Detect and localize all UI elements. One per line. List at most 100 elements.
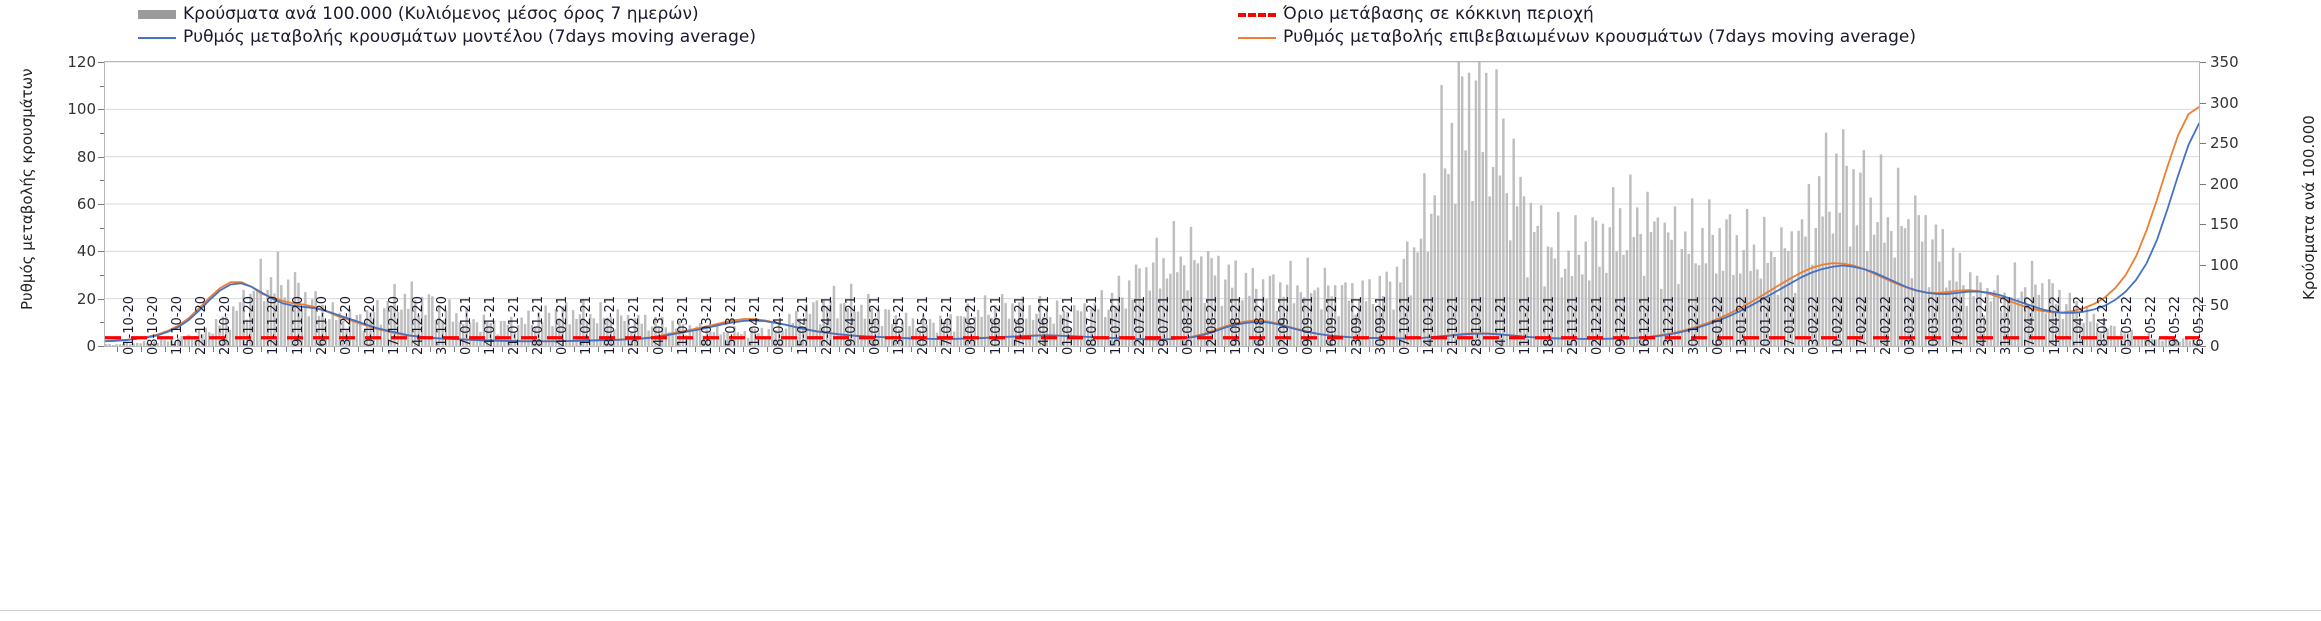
x-axis-tick-mark	[1729, 347, 1731, 352]
y-axis-left-minor-tick	[100, 227, 104, 229]
x-axis-tick-mark	[117, 347, 119, 352]
y-axis-right-tick-label: 300	[2210, 93, 2239, 112]
x-axis-tick-label: 01-10-20	[122, 295, 138, 355]
x-axis-tick-label: 19-11-20	[290, 295, 306, 355]
x-axis-tick-label: 29-07-21	[1157, 295, 1172, 355]
x-axis-tick-label: 21-01-21	[507, 295, 523, 355]
x-axis-tick-label: 03-02-22	[1806, 295, 1822, 355]
x-axis-tick-label: 09-09-21	[1301, 295, 1317, 355]
x-axis-tick-mark	[815, 347, 817, 352]
legend-item-cases-per-100k[interactable]: Κρούσματα ανά 100.000 (Κυλιόμενος μέσος …	[138, 6, 699, 23]
x-axis-tick-label: 17-02-22	[1855, 295, 1870, 355]
y-axis-left-minor-tick	[100, 275, 104, 276]
legend-item-confirmed-rate[interactable]: Ρυθμός μεταβολής επιβεβαιωμένων κρουσμάτ…	[1238, 29, 1916, 46]
y-axis-right-tick-mark	[2200, 264, 2206, 266]
x-axis-tick-mark	[1801, 347, 1803, 352]
x-axis-tick-mark	[1488, 347, 1490, 352]
x-axis-tick-label: 15-10-20	[170, 295, 186, 355]
x-axis-tick-mark	[1705, 347, 1707, 352]
y-axis-right-tick-mark	[2200, 143, 2206, 145]
y-axis-right-tick-label: 0	[2210, 337, 2220, 355]
x-axis-tick-mark	[2186, 347, 2188, 352]
x-axis-tick-mark	[1320, 347, 1322, 352]
legend-item-red-threshold[interactable]: Όριο μετάβασης σε κόκκινη περιοχή	[1238, 6, 1594, 23]
x-axis-tick-label: 03-12-20	[338, 295, 354, 355]
x-axis-tick-label: 08-10-20	[146, 295, 162, 355]
x-axis-tick-label: 29-04-21	[844, 295, 860, 355]
x-axis-tick-mark	[1200, 347, 1202, 352]
x-axis-tick-mark	[983, 347, 985, 352]
x-axis-tick-mark	[502, 347, 504, 352]
x-axis-tick-label: 14-04-22	[2047, 295, 2063, 355]
x-axis-tick-mark	[935, 347, 937, 352]
x-axis-tick-mark	[1272, 347, 1274, 352]
y-axis-left-tick-label: 120	[67, 53, 96, 71]
x-axis-tick-mark	[2114, 347, 2116, 352]
x-axis-tick-label: 07-01-21	[459, 295, 474, 355]
x-axis-tick-label: 11-11-21	[1518, 295, 1534, 355]
x-axis-tick-mark	[526, 347, 528, 352]
x-axis-tick-label: 12-11-20	[266, 295, 282, 355]
x-axis-tick-label: 09-12-21	[1614, 295, 1630, 355]
x-axis-tick-label: 28-04-22	[2095, 295, 2111, 355]
x-axis-tick-label: 15-07-21	[1108, 295, 1124, 355]
legend-item-model-rate[interactable]: Ρυθμός μεταβολής κρουσμάτων μοντέλου (7d…	[138, 29, 756, 46]
x-axis-tick-mark	[1152, 347, 1153, 352]
x-axis-tick-mark	[1103, 347, 1105, 352]
x-axis-tick-label: 30-09-21	[1373, 295, 1389, 355]
x-axis-tick-label: 08-04-21	[771, 295, 787, 355]
x-axis-tick-mark	[429, 347, 431, 352]
x-axis-tick-mark	[381, 347, 383, 352]
x-axis-tick-mark	[333, 347, 335, 352]
x-axis-tick-mark	[1007, 347, 1009, 352]
x-axis-tick-mark	[261, 347, 263, 352]
x-axis-tick-mark	[574, 347, 576, 352]
x-axis-tick-mark	[1127, 347, 1129, 352]
x-axis-tick-mark	[1657, 347, 1659, 352]
chart-canvas	[105, 62, 2199, 346]
legend-item-label: Ρυθμός μεταβολής επιβεβαιωμένων κρουσμάτ…	[1283, 27, 1917, 47]
x-axis-tick-mark	[1368, 347, 1370, 352]
x-axis-tick-mark	[1440, 347, 1442, 352]
x-axis-tick-mark	[1031, 347, 1033, 352]
x-axis-tick-mark	[1296, 347, 1298, 352]
x-axis-tick-mark	[1681, 347, 1683, 352]
y-axis-left-tick-mark	[98, 204, 104, 205]
x-axis-tick-label: 05-08-21	[1181, 295, 1197, 355]
x-axis-tick-label: 05-05-22	[2119, 295, 2135, 355]
legend-item-label: Όριο μετάβασης σε κόκκινη περιοχή	[1283, 4, 1594, 24]
x-axis-tick-label: 20-05-21	[916, 295, 932, 355]
x-axis-tick-mark	[2138, 347, 2140, 352]
x-axis-tick-mark	[1946, 347, 1948, 352]
x-axis-tick-label: 12-08-21	[1205, 295, 1221, 355]
x-axis-tick-label: 11-02-21	[579, 295, 595, 355]
x-axis-tick-mark	[1874, 347, 1876, 352]
legend-item-label: Ρυθμός μεταβολής κρουσμάτων μοντέλου (7d…	[183, 27, 756, 47]
x-axis-tick-label: 11-03-21	[675, 295, 691, 355]
x-axis-tick-mark	[478, 347, 480, 352]
x-axis-tick-label: 02-12-21	[1590, 295, 1606, 355]
x-axis-tick-label: 29-10-20	[218, 295, 234, 355]
y-axis-left-tick-label: 60	[76, 195, 96, 213]
bar-series	[105, 62, 2199, 346]
x-axis-tick-mark	[766, 347, 768, 352]
x-axis-tick-label: 19-05-22	[2167, 295, 2183, 355]
x-axis-tick-label: 27-05-21	[940, 295, 956, 355]
y-axis-left-tick-mark	[98, 298, 104, 300]
x-axis-tick-label: 10-12-20	[362, 295, 378, 355]
x-axis-tick-mark	[670, 347, 672, 352]
x-axis-tick-label: 24-12-20	[410, 295, 426, 355]
y-axis-right-tick-label: 200	[2210, 174, 2239, 193]
y-axis-right-tick-mark	[2200, 305, 2206, 307]
x-axis-tick-mark	[598, 347, 600, 352]
x-axis-tick-mark	[2066, 347, 2068, 352]
y-axis-left-tick-label: 20	[76, 289, 96, 308]
x-axis-tick-label: 03-03-22	[1903, 295, 1919, 355]
x-axis-tick-mark	[1850, 347, 1851, 352]
y-axis-left-minor-tick	[100, 322, 104, 324]
x-axis-tick-label: 05-11-20	[242, 295, 258, 355]
y-axis-right-tick-label: 100	[2210, 255, 2239, 274]
x-axis-tick-label: 28-01-21	[531, 295, 547, 355]
x-axis-tick-label: 18-02-21	[603, 295, 619, 355]
x-axis-tick-mark	[1537, 347, 1539, 352]
